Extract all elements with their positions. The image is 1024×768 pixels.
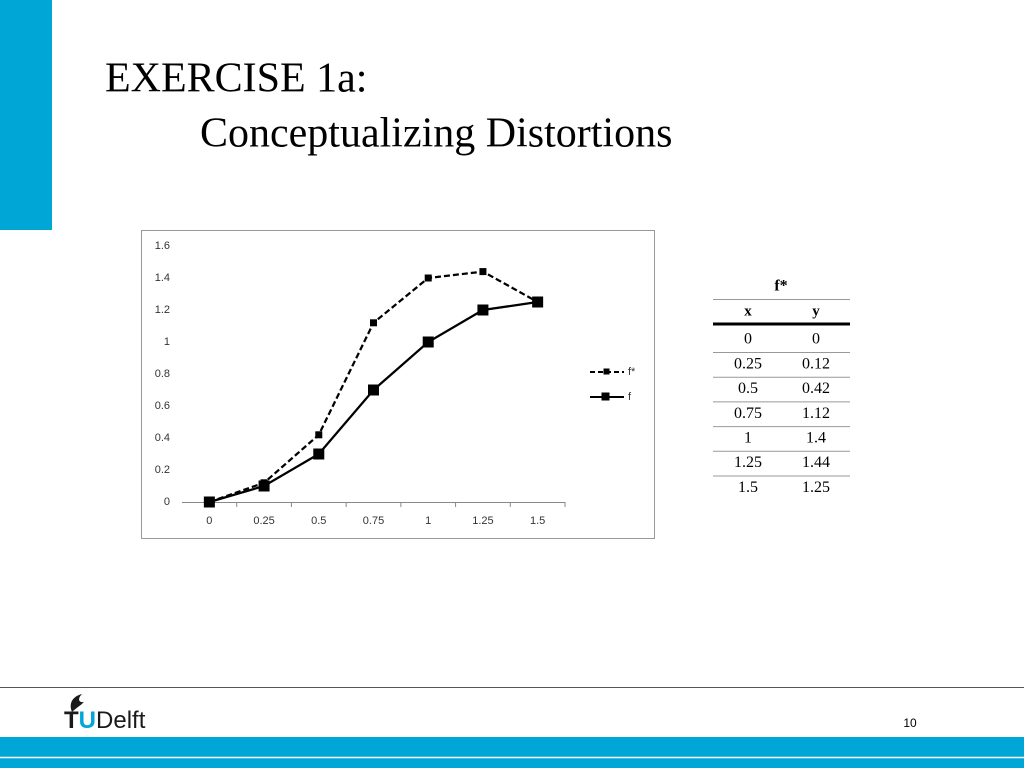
y-tick-label: 1.2 <box>155 304 170 316</box>
legend-marker <box>601 392 610 401</box>
side-bar <box>0 0 52 230</box>
table-cell: 0.42 <box>802 380 830 397</box>
x-tick-label: 1 <box>425 515 431 527</box>
table-cell: 1.4 <box>806 429 826 446</box>
table-cell: 0.75 <box>734 405 762 422</box>
table-cell: 1.25 <box>802 479 830 496</box>
point-marker <box>315 431 323 439</box>
table-cell: 0 <box>812 331 820 348</box>
table-cell: 0.12 <box>802 355 830 372</box>
point-marker <box>479 268 487 276</box>
page-number: 10 <box>903 716 917 730</box>
table-cell: 1.12 <box>802 405 830 422</box>
table-cell: 1.5 <box>738 479 758 496</box>
logo-flame <box>70 694 84 712</box>
table-cell: 0.25 <box>734 355 762 372</box>
table-cell: 0.5 <box>738 380 758 397</box>
point-marker <box>422 336 434 348</box>
chart: 0 0.2 0.4 0.6 0.8 1 1.2 1.4 1.6 0 0.25 0.5 0.75 1 1.25… <box>155 240 636 527</box>
x-tick-label: 1.25 <box>472 515 493 527</box>
y-tick-label: 0.6 <box>155 400 170 412</box>
point-marker <box>424 274 432 282</box>
title-line-1: EXERCISE 1a: <box>105 56 367 102</box>
chart-frame <box>141 230 655 539</box>
logo-t: T <box>64 707 79 734</box>
table-cell: 0 <box>744 331 752 348</box>
table-title: f* <box>774 278 787 295</box>
point-marker <box>532 296 544 308</box>
y-tick-label: 1.6 <box>155 240 170 252</box>
y-tick-label: 0.2 <box>155 464 170 476</box>
point-marker <box>203 496 215 508</box>
bottom-band <box>0 737 1024 768</box>
table: f* x y 0 0 0.25 0.12 0.5 0.42 0.75 1.12 1 1.4 1.25 1.4… <box>713 278 850 496</box>
table-header: x <box>744 303 752 319</box>
x-tick-label: 1.5 <box>530 515 545 527</box>
x-tick-label: 0.5 <box>311 515 326 527</box>
x-tick-label: 0.25 <box>253 515 274 527</box>
y-tick-label: 1 <box>164 336 170 348</box>
legend-marker <box>603 368 610 375</box>
table-cell: 1.44 <box>802 454 830 471</box>
y-tick-label: 0.8 <box>155 368 170 380</box>
y-tick-label: 0 <box>164 496 170 508</box>
logo-u: U <box>79 707 96 734</box>
table-cell: 1 <box>744 429 752 446</box>
legend-label: f <box>628 391 632 403</box>
y-tick-label: 0.4 <box>155 432 170 444</box>
x-tick-label: 0.75 <box>363 515 384 527</box>
title-line-2: Conceptualizing Distortions <box>200 111 672 157</box>
point-marker <box>370 319 377 327</box>
logo: TUDelft <box>64 707 146 734</box>
table-cell: 1.25 <box>734 454 762 471</box>
legend-label: f* <box>628 366 636 378</box>
point-marker <box>368 384 379 396</box>
point-marker <box>258 480 270 492</box>
logo-delft: Delft <box>96 707 146 734</box>
x-tick-label: 0 <box>206 515 212 527</box>
y-tick-label: 1.4 <box>155 272 170 284</box>
point-marker <box>313 448 325 460</box>
table-header: y <box>812 303 820 319</box>
point-marker <box>477 304 489 316</box>
